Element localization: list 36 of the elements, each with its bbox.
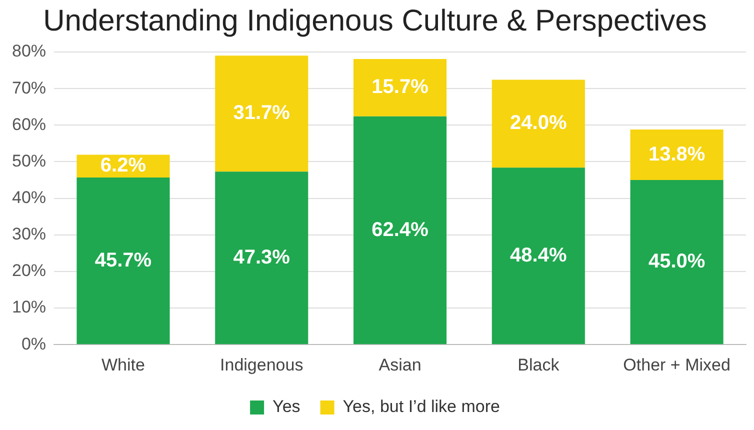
x-tick-label: White <box>101 355 145 374</box>
y-tick-label: 60% <box>12 114 46 134</box>
y-tick-label: 50% <box>12 151 46 170</box>
bar <box>492 80 585 168</box>
data-label: 6.2% <box>100 154 146 177</box>
bar <box>492 168 585 344</box>
legend-label: Yes, but I’d like more <box>342 397 500 416</box>
y-tick-label: 0% <box>21 334 46 354</box>
data-label: 13.8% <box>648 143 706 166</box>
legend-label: Yes <box>272 397 300 416</box>
bar <box>76 177 170 344</box>
x-tick-label: Asian <box>378 355 422 374</box>
bar <box>353 116 447 344</box>
data-label: 24.0% <box>510 112 567 134</box>
bar <box>215 172 308 344</box>
x-tick-label: Indigenous <box>220 355 304 374</box>
data-label: 45.0% <box>648 250 706 273</box>
data-label: 31.7% <box>233 102 290 124</box>
bar <box>630 180 724 344</box>
data-label: 62.4% <box>372 218 429 241</box>
chart-title: Understanding Indigenous Culture & Perspectives <box>43 4 707 38</box>
y-tick-label: 30% <box>12 224 46 244</box>
bar <box>630 130 724 180</box>
data-label: 45.7% <box>94 249 152 272</box>
data-label: 48.4% <box>510 244 567 266</box>
bar <box>353 58 447 116</box>
bar <box>215 56 308 172</box>
data-label: 47.3% <box>233 246 290 268</box>
y-tick-label: 10% <box>12 298 46 317</box>
y-tick-label: 80% <box>12 42 46 61</box>
x-tick-label: Black <box>518 355 560 374</box>
y-tick-label: 70% <box>12 78 46 98</box>
data-label: 15.7% <box>372 76 429 98</box>
y-tick-label: 20% <box>12 261 46 280</box>
y-tick-label: 40% <box>12 188 46 207</box>
x-tick-label: Other + Mixed <box>623 355 730 374</box>
